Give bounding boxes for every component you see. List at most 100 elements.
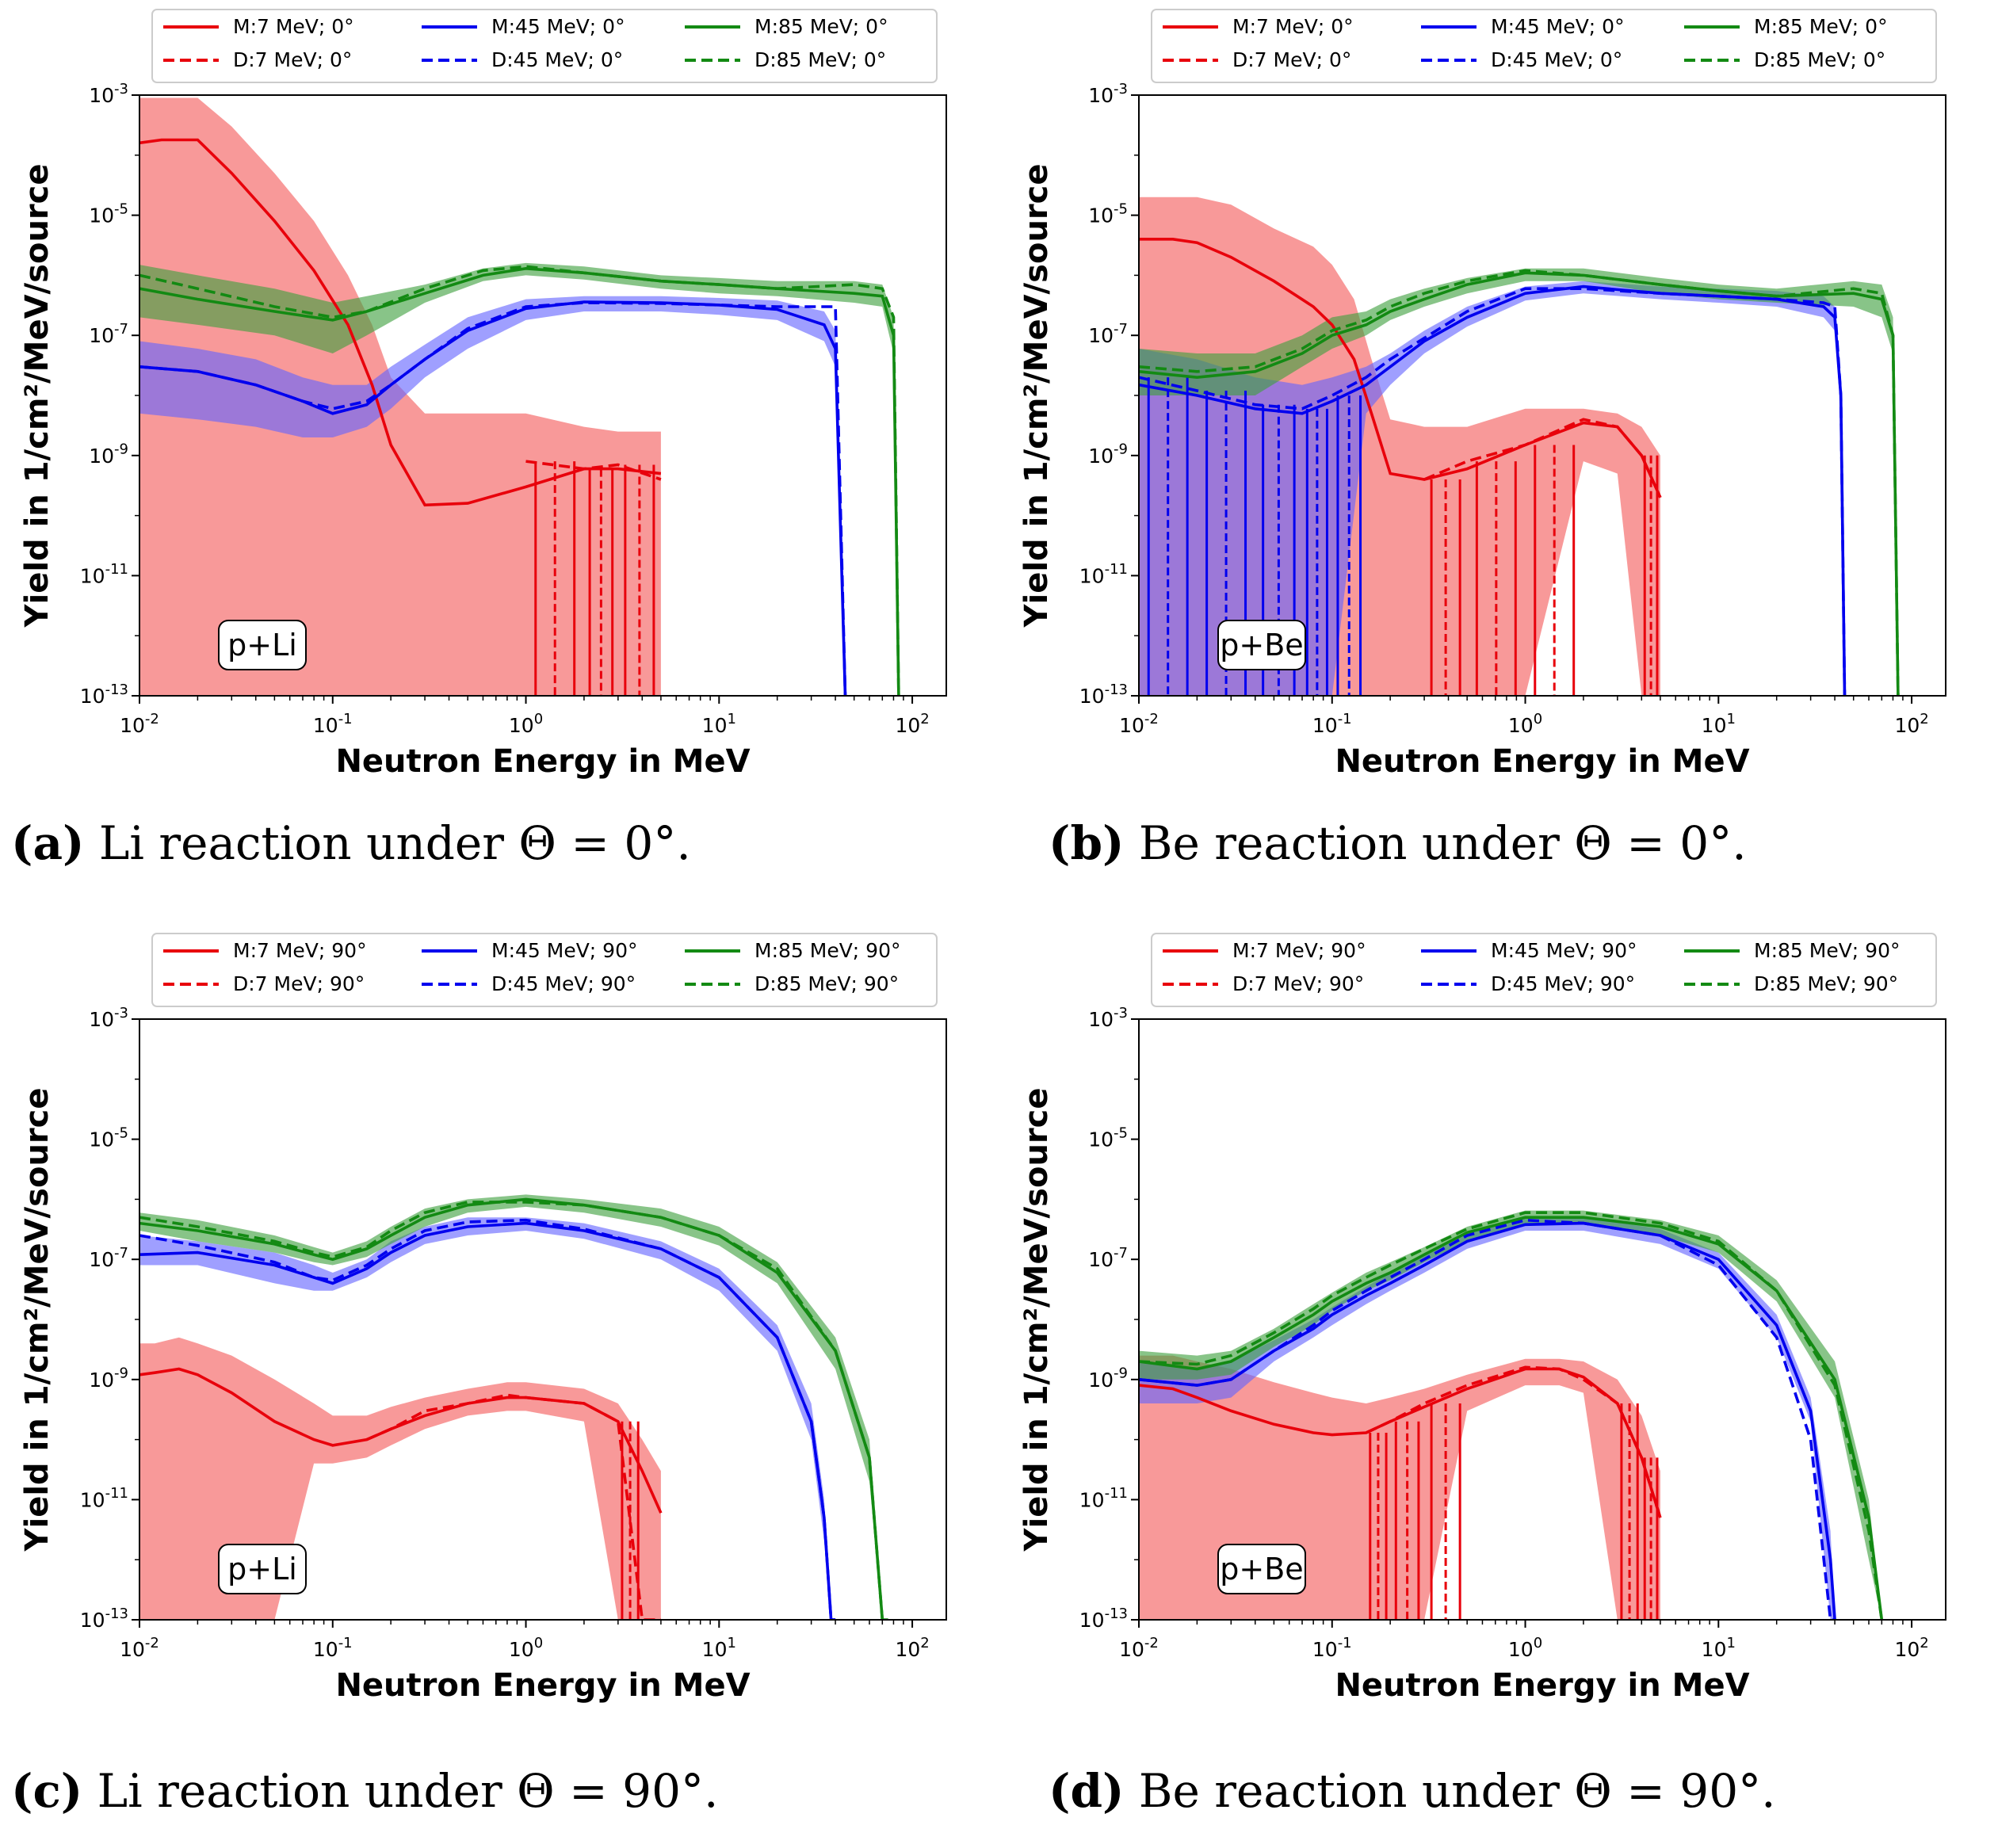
chart-c-ylabel: Yield in 1/cm²/MeV/source (19, 1088, 55, 1552)
chart-d: 10-2 10-1 100 101 102 10-13 10-11 10-9 10-7 10-5 1… (1018, 933, 1946, 1704)
chart-c-reaction-label: p+Li (227, 1552, 297, 1586)
chart-a-legend-item: M:85 MeV; 0° (755, 15, 888, 38)
chart-c-xtick-label: 101 (702, 1635, 736, 1661)
chart-c-xtick-label: 10-2 (120, 1635, 159, 1661)
chart-b-xtick-label: 10-2 (1119, 711, 1159, 737)
caption-a: (a) Li reaction under Θ = 0°. (11, 816, 691, 870)
chart-d-legend-item: M:7 MeV; 90° (1232, 939, 1366, 962)
chart-c-xtick-label: 10-1 (313, 1635, 353, 1661)
chart-a-legend (151, 9, 938, 83)
chart-d-line-d-blue (1139, 1218, 1836, 1620)
chart-c-legend-item: M:7 MeV; 90° (233, 939, 367, 962)
chart-a-ytick-label: 10-7 (89, 321, 128, 347)
chart-b-legend-item: M:7 MeV; 0° (1232, 15, 1354, 38)
chart-a-line-d-green (139, 265, 900, 696)
chart-a-band-blue (139, 296, 846, 696)
chart-c-band-green (139, 1194, 888, 1620)
chart-b-ytick-label: 10-3 (1088, 81, 1128, 107)
chart-a-legend-item: M:7 MeV; 0° (233, 15, 354, 38)
chart-b-line-d-blue (1139, 287, 1847, 696)
chart-c-legend (151, 933, 938, 1007)
caption-b-letter: (b) (1049, 816, 1125, 870)
chart-b-band-blue (1139, 281, 1845, 696)
chart-a-legend-item: M:45 MeV; 0° (491, 15, 625, 38)
chart-c-legend-item: D:7 MeV; 90° (233, 972, 365, 995)
chart-c-ytick-label: 10-11 (80, 1485, 128, 1511)
chart-d-xtick-label: 10-1 (1312, 1635, 1352, 1661)
chart-a-line-d-blue (139, 301, 847, 696)
chart-b-ytick-label: 10-13 (1079, 682, 1128, 708)
panel-d: 10-2 10-1 100 101 102 10-13 10-11 10-9 10-7 10-5 1… (999, 924, 1998, 1848)
panel-a: 10-2 10-1 100 101 102 10-13 10-11 10-9 10-7 10-5 1… (0, 0, 999, 924)
caption-c: (c) Li reaction under Θ = 90°. (11, 1764, 718, 1818)
chart-b-xlabel: Neutron Energy in MeV (1335, 743, 1749, 780)
chart-d-band-green (1139, 1210, 1882, 1620)
chart-d-legend-item: D:7 MeV; 90° (1232, 972, 1364, 995)
chart-d-legend (1151, 933, 1937, 1007)
chart-d-xtick-label: 101 (1702, 1635, 1736, 1661)
chart-a-ytick-label: 10-5 (89, 200, 128, 227)
chart-b-line-d-red (1423, 418, 1662, 498)
chart-c-legend-item: D:45 MeV; 90° (491, 972, 636, 995)
chart-d-xtick-label: 102 (1894, 1635, 1928, 1661)
chart-c-legend-item: M:45 MeV; 90° (491, 939, 638, 962)
chart-c-legend-item: D:85 MeV; 90° (755, 972, 899, 995)
chart-b-legend-item: D:45 MeV; 0° (1491, 48, 1622, 71)
chart-c: 10-2 10-1 100 101 102 10-13 10-11 10-9 10-7 10-5 1… (19, 933, 947, 1704)
chart-a-legend-item: D:45 MeV; 0° (491, 48, 623, 71)
chart-c-legend-item: M:85 MeV; 90° (755, 939, 901, 962)
chart-a-ytick-label: 10-3 (89, 81, 128, 107)
chart-d-xtick-label: 10-2 (1119, 1635, 1159, 1661)
chart-c-ytick-label: 10-9 (89, 1365, 128, 1392)
chart-c-line-m-red (139, 1367, 663, 1514)
chart-a-plot-area (139, 97, 900, 696)
chart-d-legend-item: D:85 MeV; 90° (1754, 972, 1898, 995)
chart-c-ytick-label: 10-7 (89, 1245, 128, 1271)
chart-c-line-d-blue (139, 1218, 836, 1620)
chart-a-xtick-label: 101 (702, 711, 736, 737)
chart-a-ylabel: Yield in 1/cm²/MeV/source (19, 164, 55, 628)
chart-d-xlabel: Neutron Energy in MeV (1335, 1667, 1749, 1704)
chart-b-xtick-label: 102 (1894, 711, 1928, 737)
chart-b-xtick-label: 10-1 (1312, 711, 1352, 737)
chart-b-ytick-label: 10-7 (1088, 321, 1128, 347)
chart-c-line-d-red (365, 1393, 661, 1620)
chart-a-xtick-label: 102 (895, 711, 929, 737)
caption-d: (d) Be reaction under Θ = 90°. (1049, 1764, 1776, 1818)
chart-a-xtick-label: 10-2 (120, 711, 159, 737)
chart-a-reaction-box (218, 620, 307, 670)
chart-d-ytick-label: 10-13 (1079, 1606, 1128, 1632)
chart-a: 10-2 10-1 100 101 102 10-13 10-11 10-9 10-7 10-5 1… (19, 9, 947, 780)
chart-d-ytick-label: 10-5 (1088, 1124, 1128, 1151)
chart-b-line-d-green (1139, 269, 1900, 696)
chart-d-line-d-green (1139, 1211, 1884, 1620)
chart-d-ytick-label: 10-7 (1088, 1245, 1128, 1271)
chart-a-xtick-label: 10-1 (313, 711, 353, 737)
panel-c: 10-2 10-1 100 101 102 10-13 10-11 10-9 10-7 10-5 1… (0, 924, 999, 1848)
caption-a-letter: (a) (11, 816, 85, 870)
chart-d-ytick-label: 10-3 (1088, 1005, 1128, 1031)
chart-c-xtick-label: 102 (895, 1635, 929, 1661)
caption-a-text: Li reaction under Θ = 0°. (84, 816, 691, 870)
caption-c-text: Li reaction under Θ = 90°. (82, 1764, 719, 1818)
chart-b-xtick-label: 101 (1702, 711, 1736, 737)
chart-b-line-m-green (1139, 271, 1900, 696)
chart-d-line-m-green (1139, 1216, 1884, 1620)
chart-d-ytick-label: 10-11 (1079, 1485, 1128, 1511)
chart-a-line-m-green (139, 266, 900, 696)
panel-b: 10-2 10-1 100 101 102 10-13 10-11 10-9 10-7 10-5 1… (999, 0, 1998, 924)
chart-b-legend-item: D:7 MeV; 0° (1232, 48, 1351, 71)
chart-c-reaction-box (218, 1544, 307, 1594)
chart-b-ytick-label: 10-11 (1079, 561, 1128, 587)
chart-b-legend-item: M:85 MeV; 0° (1754, 15, 1888, 38)
chart-a-ytick-label: 10-11 (80, 561, 128, 587)
chart-b-reaction-box (1217, 620, 1306, 670)
chart-a-band-green (139, 262, 899, 696)
chart-c-band-blue (139, 1217, 836, 1620)
chart-a-legend-item: D:7 MeV; 0° (233, 48, 352, 71)
chart-c-ytick-label: 10-13 (80, 1606, 128, 1632)
chart-d-legend-item: M:85 MeV; 90° (1754, 939, 1901, 962)
chart-c-ytick-label: 10-3 (89, 1005, 128, 1031)
chart-d-legend-item: M:45 MeV; 90° (1491, 939, 1637, 962)
chart-c-band-red (139, 1337, 661, 1620)
